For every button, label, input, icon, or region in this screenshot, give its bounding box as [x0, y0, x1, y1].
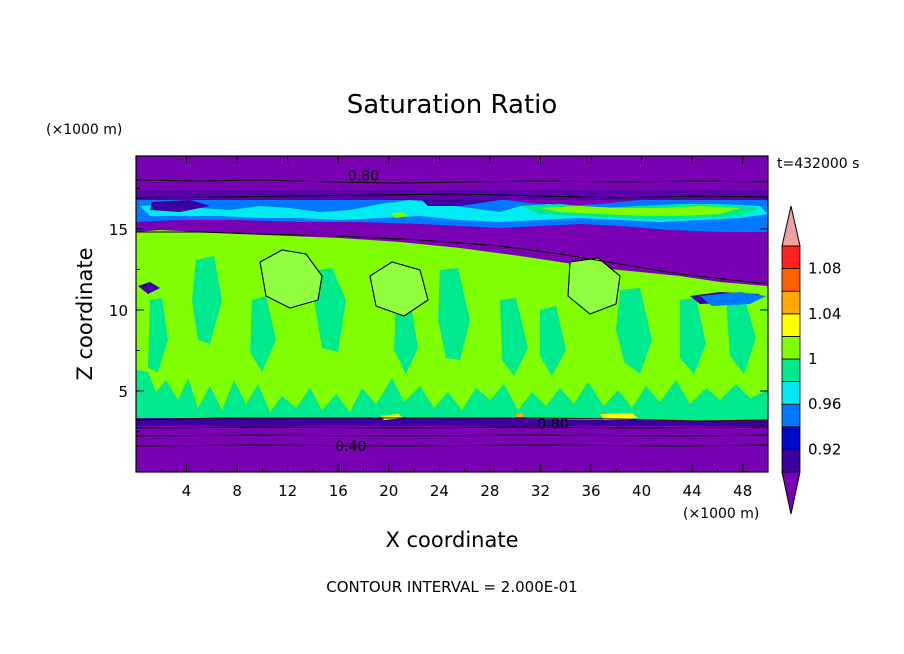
x-axis-units: (×1000 m) — [683, 506, 759, 522]
colorbar-tick-label: 0.92 — [808, 440, 841, 458]
contour-interval-label: CONTOUR INTERVAL = 2.000E-01 — [326, 578, 577, 596]
time-label: t=432000 s — [777, 156, 859, 172]
region-blue-base — [136, 418, 768, 428]
region-darkpurple-top — [136, 190, 768, 200]
region-green-patches — [262, 250, 620, 316]
y-tick-label: 15 — [109, 221, 128, 239]
colorbar-segment — [781, 245, 801, 270]
region-lightgreen-upper — [390, 206, 740, 218]
contour-field — [136, 156, 768, 472]
contour-label: 0.80 — [348, 168, 379, 184]
colorbar-tick-label: 1 — [808, 350, 818, 368]
x-tick-label: 20 — [379, 482, 398, 500]
y-axis-units: (×1000 m) — [46, 122, 122, 138]
contour-labels: 0.80 0.80 0.40 — [335, 168, 569, 455]
region-darkblue-upper — [138, 196, 760, 304]
colorbar-segment — [781, 358, 801, 383]
colorbar-segment — [781, 381, 801, 405]
x-tick-label: 36 — [581, 482, 600, 500]
contour-label: 0.80 — [538, 416, 569, 432]
colorbar-segment — [781, 448, 801, 473]
x-tick-label: 12 — [278, 482, 297, 500]
region-lightblue-right — [700, 292, 766, 306]
contour-label: 0.40 — [335, 439, 366, 455]
y-tick-label: 10 — [109, 302, 128, 320]
colorbar-tick-label: 0.96 — [808, 395, 841, 413]
x-tick-label: 32 — [531, 482, 550, 500]
colorbar — [781, 205, 801, 515]
colorbar-bottom-triangle — [781, 471, 801, 515]
colorbar-segment — [781, 268, 801, 292]
colorbar-top-triangle — [781, 205, 801, 247]
x-tick-label: 44 — [683, 482, 702, 500]
region-bottom-purple — [136, 426, 768, 472]
colorbar-segment — [781, 290, 801, 315]
y-axis-ticks: 5 10 15 — [109, 187, 768, 432]
colorbar-labels: 0.92 0.96 1 1.04 1.08 — [808, 260, 841, 459]
x-tick-label: 4 — [182, 482, 192, 500]
colorbar-tick-label: 1.08 — [808, 260, 841, 278]
colorbar-tick-label: 1.04 — [808, 305, 841, 323]
x-tick-label: 24 — [430, 482, 449, 500]
x-tick-label: 48 — [733, 482, 752, 500]
region-orange-spot — [516, 413, 524, 418]
region-teal-lower — [136, 370, 768, 421]
region-purple-upper-band — [136, 222, 768, 262]
colorbar-segment — [781, 335, 801, 360]
plot-frame — [135, 155, 769, 473]
colorbar-segment — [781, 313, 801, 337]
x-axis-ticks: 4 8 12 16 20 24 28 32 36 40 44 48 — [160, 156, 752, 500]
x-tick-label: 8 — [232, 482, 242, 500]
contour-lines — [136, 179, 768, 447]
x-tick-label: 40 — [632, 482, 651, 500]
chart-title: Saturation Ratio — [347, 90, 558, 120]
colorbar-segment — [781, 403, 801, 428]
colorbar-segment — [781, 426, 801, 450]
y-tick-label: 5 — [118, 383, 128, 401]
x-axis-label: X coordinate — [385, 528, 518, 552]
x-tick-label: 28 — [480, 482, 499, 500]
region-teal-streaks — [148, 256, 756, 376]
y-axis-label: Z coordinate — [73, 247, 97, 380]
x-tick-label: 16 — [329, 482, 348, 500]
